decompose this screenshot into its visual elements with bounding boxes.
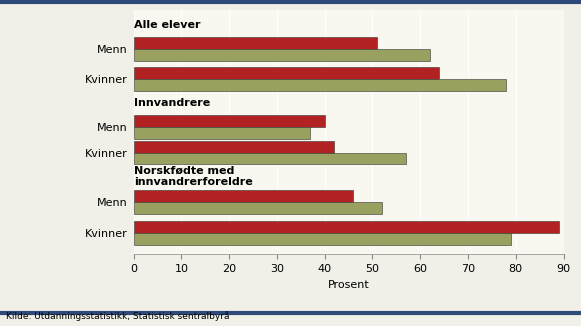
Bar <box>134 37 377 49</box>
Bar <box>134 126 310 139</box>
Bar <box>134 233 511 244</box>
Bar <box>134 153 406 165</box>
Bar <box>134 115 325 126</box>
Bar <box>134 202 382 214</box>
Bar <box>134 49 430 61</box>
Bar <box>134 67 439 79</box>
Text: Innvandrere: Innvandrere <box>134 98 210 108</box>
Text: Alle elever: Alle elever <box>134 20 200 30</box>
Bar <box>134 221 559 233</box>
X-axis label: Prosent: Prosent <box>328 280 370 289</box>
Text: Kilde: Utdanningsstatistikk, Statistisk sentralbyrå: Kilde: Utdanningsstatistikk, Statistisk … <box>6 311 229 321</box>
Bar <box>134 141 334 153</box>
Text: Norskfødte med
innvandrerforeldre: Norskfødte med innvandrerforeldre <box>134 166 252 187</box>
Bar <box>134 190 353 202</box>
Bar <box>134 79 506 91</box>
